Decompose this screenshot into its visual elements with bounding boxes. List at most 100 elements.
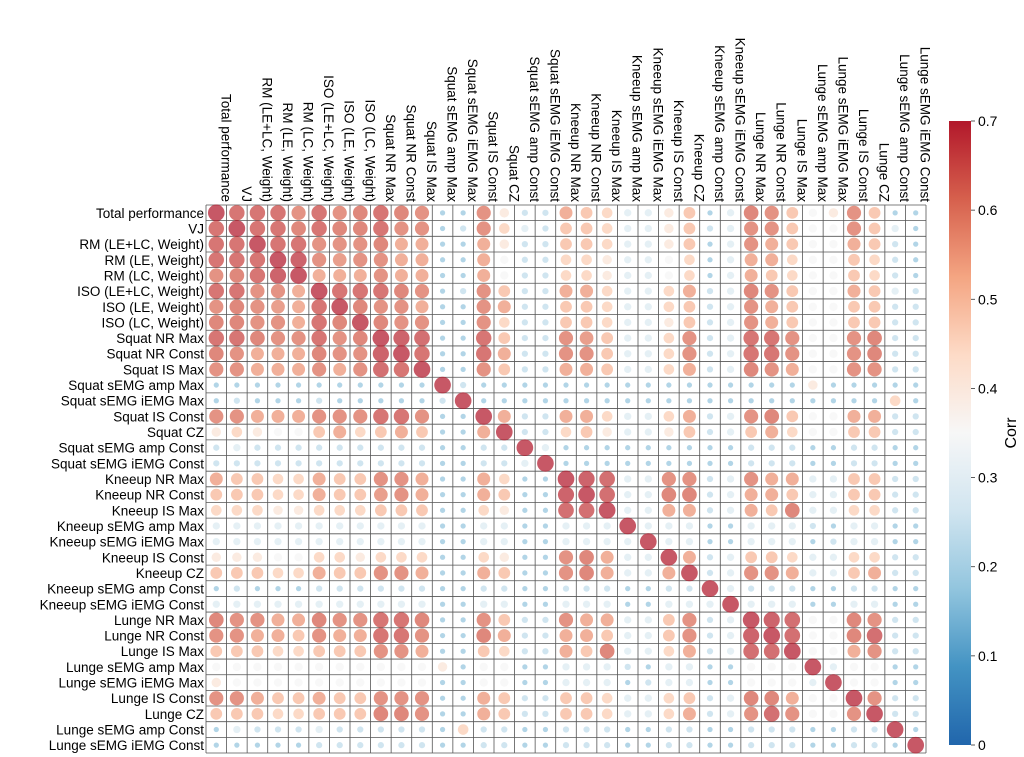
corr-circle (209, 691, 224, 706)
corr-circle (624, 491, 632, 499)
corr-circle (892, 303, 899, 310)
corr-circle (439, 632, 446, 639)
corr-circle (745, 551, 758, 564)
corr-circle (726, 256, 735, 264)
corr-circle (892, 475, 899, 483)
corr-circle (233, 460, 240, 467)
corr-circle (869, 551, 880, 563)
corr-circle (336, 585, 343, 592)
corr-circle (846, 331, 862, 346)
corr-circle (785, 706, 800, 721)
corr-circle (662, 566, 676, 580)
corr-circle (685, 678, 694, 687)
corr-circle (578, 470, 595, 488)
corr-circle (253, 537, 262, 546)
corr-circle (912, 695, 919, 702)
corr-circle (498, 363, 511, 376)
corr-circle (686, 585, 693, 592)
corr-circle (868, 238, 881, 251)
corr-circle (601, 223, 613, 234)
corr-circle (810, 585, 816, 592)
corr-circle (211, 677, 222, 688)
corr-circle (460, 632, 466, 639)
corr-circle (373, 220, 389, 237)
corr-circle (892, 272, 899, 279)
corr-circle (829, 427, 838, 437)
corr-circle (311, 314, 327, 331)
corr-circle (848, 488, 860, 501)
corr-circle (274, 726, 282, 733)
corr-circle (663, 285, 675, 297)
corr-circle (707, 272, 713, 279)
corr-circle (726, 631, 735, 640)
corr-circle (830, 742, 837, 748)
corr-circle (685, 522, 694, 530)
corr-circle (498, 567, 511, 579)
corr-circle (377, 460, 384, 467)
corr-circle (460, 241, 466, 247)
corr-circle (562, 522, 570, 530)
corr-circle (744, 471, 759, 487)
corr-circle (682, 409, 696, 423)
column-label: Lunge sEMG iEMG Const (918, 47, 933, 203)
corr-circle (868, 409, 882, 423)
corr-circle (892, 695, 899, 702)
corr-circle (212, 600, 220, 608)
corr-circle (212, 522, 220, 530)
corr-circle (439, 476, 446, 482)
corr-circle (522, 507, 528, 513)
corr-circle (582, 537, 591, 546)
corr-circle (660, 548, 678, 566)
corr-circle (229, 236, 245, 252)
corr-circle (765, 472, 779, 486)
corr-circle (542, 256, 549, 263)
corr-circle (847, 237, 861, 251)
corr-circle (743, 627, 760, 644)
corr-circle (848, 567, 860, 579)
corr-circle (212, 537, 220, 546)
corr-circle (707, 664, 713, 670)
corr-circle (373, 471, 388, 487)
corr-circle (810, 601, 816, 607)
corr-circle (414, 612, 430, 628)
corr-circle (418, 537, 426, 546)
corr-circle (808, 615, 818, 625)
corr-circle (644, 428, 652, 436)
corr-circle (439, 225, 446, 232)
corr-circle (475, 408, 493, 425)
corr-circle (460, 570, 466, 576)
corr-circle (625, 460, 631, 466)
corr-circle (460, 492, 466, 498)
corr-circle (250, 409, 264, 423)
corr-circle (357, 742, 364, 749)
corr-circle (439, 460, 446, 466)
corr-circle (558, 550, 574, 565)
corr-circle (562, 726, 570, 733)
corr-circle (213, 382, 219, 388)
corr-circle (580, 284, 594, 298)
corr-circle (810, 742, 816, 748)
corr-circle (415, 237, 429, 251)
row-label: Lunge sEMG iEMG Max (58, 676, 204, 691)
corr-circle (273, 662, 283, 672)
corr-circle (439, 413, 446, 419)
corr-circle (439, 319, 446, 326)
corr-circle (707, 523, 713, 529)
corr-circle (869, 254, 880, 266)
corr-circle (522, 664, 528, 670)
corr-circle (743, 283, 759, 299)
corr-circle (228, 220, 246, 237)
corr-circle (706, 554, 714, 561)
corr-circle (748, 585, 755, 592)
corr-circle (746, 678, 756, 687)
corr-circle (460, 711, 466, 717)
corr-circle (768, 742, 775, 749)
corr-circle (727, 742, 734, 748)
corr-circle (744, 706, 759, 721)
corr-circle (601, 411, 613, 422)
corr-circle (868, 426, 881, 438)
corr-circle (830, 398, 837, 404)
corr-circle (808, 318, 818, 327)
corr-circle (665, 600, 673, 608)
colorbar-tick-label: 0.3 (978, 470, 998, 486)
